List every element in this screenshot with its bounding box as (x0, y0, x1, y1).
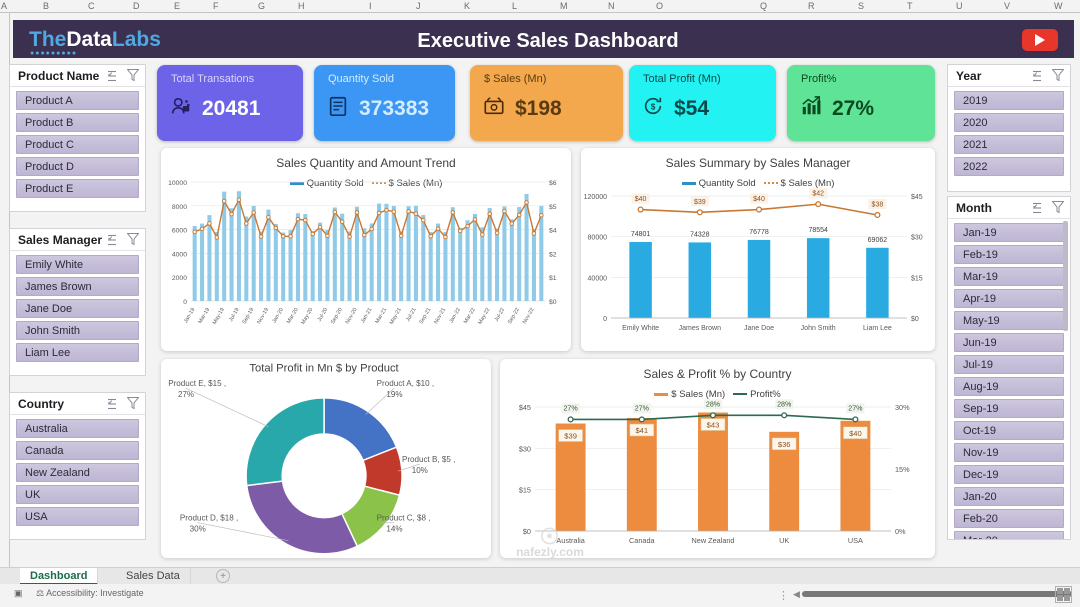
svg-text:$45: $45 (519, 403, 531, 412)
svg-text:Mar-19: Mar-19 (197, 307, 211, 325)
svg-text:Product C, $8 ,: Product C, $8 , (377, 514, 431, 523)
svg-text:2000: 2000 (172, 275, 187, 282)
svg-text:$41: $41 (635, 426, 648, 435)
svg-text:28%: 28% (706, 400, 721, 408)
svg-text:$45: $45 (911, 194, 923, 201)
svg-text:Product E, $15 ,: Product E, $15 , (168, 379, 226, 388)
svg-text:Jul-19: Jul-19 (228, 307, 241, 323)
svg-text:Nov-22: Nov-22 (522, 307, 536, 325)
svg-text:$42: $42 (812, 191, 824, 198)
svg-text:$0: $0 (549, 299, 557, 306)
svg-text:27%: 27% (563, 404, 578, 412)
svg-text:John Smith: John Smith (801, 325, 836, 332)
svg-text:Canada: Canada (629, 536, 656, 545)
svg-text:27%: 27% (178, 390, 194, 399)
svg-text:30%: 30% (190, 524, 206, 533)
svg-text:6000: 6000 (172, 228, 187, 235)
svg-text:USA: USA (848, 536, 863, 545)
svg-text:Mar-21: Mar-21 (374, 307, 388, 325)
svg-text:76778: 76778 (749, 229, 769, 236)
svg-text:Jul-22: Jul-22 (494, 307, 507, 323)
svg-text:$36: $36 (778, 440, 791, 449)
svg-text:Jan-19: Jan-19 (183, 307, 196, 324)
svg-text:69062: 69062 (868, 237, 888, 244)
svg-text:Jan-21: Jan-21 (360, 307, 373, 324)
svg-text:$40: $40 (849, 429, 862, 438)
svg-text:14%: 14% (386, 524, 402, 533)
svg-text:27%: 27% (635, 404, 650, 412)
svg-text:May-22: May-22 (477, 307, 491, 326)
svg-text:$6: $6 (549, 180, 557, 187)
svg-text:Liam Lee: Liam Lee (863, 325, 892, 332)
svg-text:$40: $40 (635, 196, 647, 203)
svg-text:Nov-19: Nov-19 (256, 307, 270, 325)
svg-text:May-20: May-20 (300, 307, 314, 326)
svg-text:74801: 74801 (631, 231, 651, 238)
svg-text:40000: 40000 (588, 275, 608, 282)
svg-text:27%: 27% (848, 404, 863, 412)
svg-text:Sep-21: Sep-21 (419, 307, 433, 325)
svg-text:$38: $38 (872, 201, 884, 208)
svg-text:James Brown: James Brown (679, 325, 722, 332)
svg-text:0: 0 (603, 316, 607, 323)
svg-text:0: 0 (183, 299, 187, 306)
svg-text:19%: 19% (386, 390, 402, 399)
svg-text:$1: $1 (549, 275, 557, 282)
svg-text:Mar-20: Mar-20 (286, 307, 300, 325)
svg-text:80000: 80000 (588, 235, 608, 242)
svg-text:28%: 28% (777, 400, 792, 408)
svg-text:Emily White: Emily White (622, 325, 659, 332)
svg-text:Jan-20: Jan-20 (271, 307, 284, 324)
svg-text:Jul-20: Jul-20 (317, 307, 330, 323)
svg-text:$15: $15 (519, 486, 531, 495)
svg-text:$: $ (651, 103, 656, 112)
svg-text:15%: 15% (895, 465, 910, 474)
svg-text:30%: 30% (895, 403, 910, 412)
svg-text:Jan-22: Jan-22 (448, 307, 461, 324)
svg-text:Nov-21: Nov-21 (433, 307, 447, 325)
svg-text:$39: $39 (694, 199, 706, 206)
svg-text:74328: 74328 (690, 231, 710, 238)
svg-text:$15: $15 (911, 275, 923, 282)
svg-text:Nov-20: Nov-20 (345, 307, 359, 325)
svg-text:120000: 120000 (584, 194, 607, 201)
svg-text:$2: $2 (549, 251, 557, 258)
svg-text:New Zealand: New Zealand (692, 536, 735, 545)
svg-text:May-19: May-19 (212, 307, 226, 326)
svg-text:$30: $30 (911, 235, 923, 242)
svg-text:Product D, $18 ,: Product D, $18 , (180, 514, 238, 523)
svg-text:Sep-22: Sep-22 (507, 307, 521, 325)
svg-text:Mar-22: Mar-22 (463, 307, 477, 325)
svg-text:78554: 78554 (808, 227, 828, 234)
svg-text:$0: $0 (911, 316, 919, 323)
svg-text:$4: $4 (549, 228, 557, 235)
svg-text:$43: $43 (707, 421, 720, 430)
svg-text:Jul-21: Jul-21 (405, 307, 418, 323)
svg-text:Sep-19: Sep-19 (242, 307, 256, 325)
svg-text:Sep-20: Sep-20 (330, 307, 344, 325)
svg-text:Product A, $10 ,: Product A, $10 , (377, 379, 434, 388)
svg-text:$5: $5 (549, 204, 557, 211)
svg-text:$40: $40 (753, 196, 765, 203)
svg-text:10000: 10000 (168, 180, 187, 187)
svg-text:10%: 10% (412, 466, 428, 475)
svg-text:$39: $39 (564, 432, 577, 441)
svg-text:Product B, $5 ,: Product B, $5 , (402, 455, 455, 464)
svg-text:Total Profit in Mn $ by Produc: Total Profit in Mn $ by Product (249, 363, 399, 375)
svg-text:4000: 4000 (172, 251, 187, 258)
svg-text:May-21: May-21 (389, 307, 403, 326)
svg-text:$30: $30 (519, 444, 531, 453)
svg-text:Jane Doe: Jane Doe (744, 325, 774, 332)
svg-text:8000: 8000 (172, 204, 187, 211)
svg-text:0%: 0% (895, 527, 906, 536)
svg-text:UK: UK (779, 536, 789, 545)
